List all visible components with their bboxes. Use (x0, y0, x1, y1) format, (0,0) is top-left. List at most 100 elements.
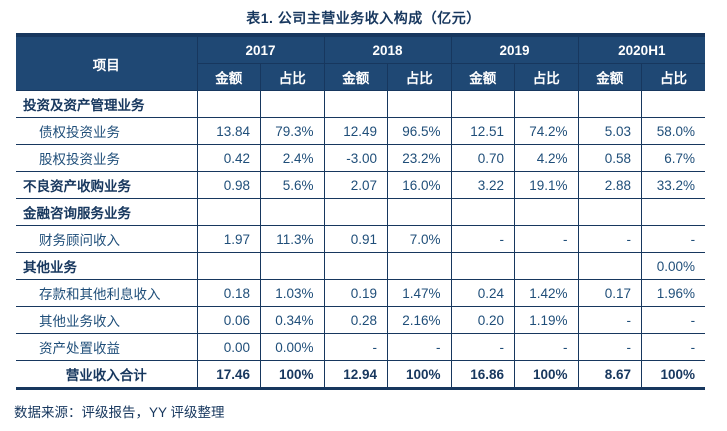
row-label-cell: 资产处置收益 (16, 333, 198, 361)
share-header: 占比 (260, 63, 325, 91)
value-cell: - (450, 333, 516, 361)
value-cell: 58.0% (641, 117, 706, 145)
value-cell: 5.6% (260, 171, 325, 199)
value-cell: - (641, 225, 706, 253)
value-cell (514, 90, 579, 118)
value-cell: 100% (260, 360, 325, 389)
value-cell: - (641, 306, 706, 334)
value-cell: 19.1% (514, 171, 579, 199)
share-header: 占比 (514, 63, 579, 91)
year-header-2017: 2017 (196, 34, 325, 64)
value-cell: 0.34% (260, 306, 325, 334)
value-cell: 13.84 (196, 117, 261, 145)
table-header: 项目 2017 2018 2019 2020H1 金额 占比 金额 占比 金额 … (16, 34, 706, 91)
table-row: 其他业务 0.00% (16, 252, 706, 280)
value-cell (450, 198, 516, 226)
value-cell: - (450, 225, 516, 253)
amount-header: 金额 (197, 63, 261, 91)
value-cell: 0.19 (323, 279, 389, 307)
table-title: 表1. 公司主营业务收入构成（亿元） (246, 10, 481, 26)
table-row: 投资及资产管理业务 (16, 90, 706, 118)
value-cell (260, 198, 325, 226)
year-header-2020h1: 2020H1 (577, 34, 706, 64)
amount-header: 金额 (577, 63, 643, 91)
value-cell (514, 252, 579, 280)
value-cell: 0.00 (196, 333, 261, 361)
value-cell (641, 198, 706, 226)
value-cell: 3.22 (450, 171, 516, 199)
value-cell: 0.58 (577, 144, 643, 172)
value-cell: 100% (387, 360, 452, 389)
amount-header: 金额 (323, 63, 389, 91)
value-cell: 0.98 (196, 171, 261, 199)
value-cell (450, 90, 516, 118)
row-label-cell: 股权投资业务 (16, 144, 198, 172)
table-row: 存款和其他利息收入 0.18 1.03% 0.19 1.47% 0.24 1.42% 0.17… (16, 279, 706, 307)
value-cell (196, 252, 261, 280)
value-cell: - (514, 225, 579, 253)
year-header-row: 项目 2017 2018 2019 2020H1 (16, 34, 706, 91)
value-cell (387, 198, 452, 226)
value-cell: 96.5% (387, 117, 452, 145)
value-cell: 23.2% (387, 144, 452, 172)
value-cell: 0.70 (450, 144, 516, 172)
value-cell: 100% (641, 360, 706, 389)
value-cell: 11.3% (260, 225, 325, 253)
value-cell: - (577, 306, 643, 334)
value-cell (577, 252, 643, 280)
value-cell: 100% (514, 360, 579, 389)
value-cell: 0.20 (450, 306, 516, 334)
table-body: 投资及资产管理业务 债权投资业务 13.84 79.3% 12.49 96.5% 12.51… (16, 90, 706, 389)
table-row: 金融咨询服务业务 (16, 198, 706, 226)
value-cell: 16.0% (387, 171, 452, 199)
value-cell (323, 198, 389, 226)
value-cell (387, 90, 452, 118)
value-cell: - (577, 225, 643, 253)
value-cell: 1.97 (196, 225, 261, 253)
value-cell: 2.88 (577, 171, 643, 199)
row-label-cell: 财务顾问收入 (16, 225, 198, 253)
row-label-cell: 金融咨询服务业务 (16, 198, 198, 226)
value-cell (387, 252, 452, 280)
value-cell: - (387, 333, 452, 361)
value-cell (260, 90, 325, 118)
share-header: 占比 (387, 63, 452, 91)
value-cell: 0.00% (641, 252, 706, 280)
row-label-cell: 不良资产收购业务 (16, 171, 198, 199)
row-label-cell: 投资及资产管理业务 (16, 90, 198, 118)
value-cell (641, 90, 706, 118)
value-cell (577, 90, 643, 118)
value-cell: 79.3% (260, 117, 325, 145)
value-cell: 0.42 (196, 144, 261, 172)
value-cell: 0.18 (196, 279, 261, 307)
value-cell: 2.07 (323, 171, 389, 199)
corner-header-cell: 项目 (16, 34, 198, 91)
row-label-cell: 存款和其他利息收入 (16, 279, 198, 307)
value-cell: 2.4% (260, 144, 325, 172)
value-cell (323, 252, 389, 280)
table-row: 债权投资业务 13.84 79.3% 12.49 96.5% 12.51 74.2% 5.03… (16, 117, 706, 145)
data-source-note: 数据来源：评级报告，YY 评级整理 (14, 405, 225, 420)
value-cell: 1.96% (641, 279, 706, 307)
table-row: 股权投资业务 0.42 2.4% -3.00 23.2% 0.70 4.2% 0.58 6.7% (16, 144, 706, 172)
value-cell: 0.28 (323, 306, 389, 334)
table-row: 其他业务收入 0.06 0.34% 0.28 2.16% 0.20 1.19% - - (16, 306, 706, 334)
value-cell (577, 198, 643, 226)
share-header: 占比 (641, 63, 706, 91)
value-cell: 16.86 (450, 360, 516, 389)
value-cell: -3.00 (323, 144, 389, 172)
revenue-table: 项目 2017 2018 2019 2020H1 金额 占比 金额 占比 金额 … (16, 33, 706, 390)
value-cell: 0.17 (577, 279, 643, 307)
value-cell: - (641, 333, 706, 361)
value-cell (450, 252, 516, 280)
value-cell: 5.03 (577, 117, 643, 145)
year-header-2018: 2018 (323, 34, 452, 64)
value-cell: 1.47% (387, 279, 452, 307)
table-row: 财务顾问收入 1.97 11.3% 0.91 7.0% - - - - (16, 225, 706, 253)
table-row: 资产处置收益 0.00 0.00% - - - - - - (16, 333, 706, 361)
value-cell: 17.46 (196, 360, 261, 389)
value-cell (514, 198, 579, 226)
row-label-cell: 营业收入合计 (16, 360, 198, 389)
table-row: 营业收入合计 17.46 100% 12.94 100% 16.86 100% 8.67 100… (16, 360, 706, 389)
value-cell: - (514, 333, 579, 361)
